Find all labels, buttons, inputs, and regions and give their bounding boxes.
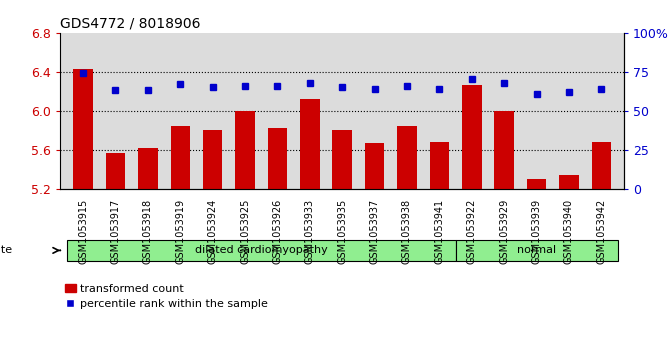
- Bar: [527, 179, 546, 189]
- Text: disease state: disease state: [0, 245, 13, 256]
- Bar: [365, 143, 384, 189]
- Bar: [170, 126, 190, 189]
- Bar: [333, 130, 352, 189]
- Bar: [592, 142, 611, 189]
- Bar: [559, 175, 578, 189]
- Bar: [106, 153, 125, 189]
- Bar: [236, 111, 255, 189]
- Bar: [397, 126, 417, 189]
- Bar: [429, 142, 449, 189]
- Text: GDS4772 / 8018906: GDS4772 / 8018906: [60, 16, 201, 30]
- Bar: [300, 99, 319, 189]
- FancyBboxPatch shape: [67, 240, 456, 261]
- FancyBboxPatch shape: [456, 240, 617, 261]
- Bar: [462, 85, 482, 189]
- Bar: [138, 148, 158, 189]
- Text: normal: normal: [517, 245, 556, 256]
- Bar: [268, 128, 287, 189]
- Bar: [73, 69, 93, 189]
- Bar: [495, 111, 514, 189]
- Legend: transformed count, percentile rank within the sample: transformed count, percentile rank withi…: [60, 279, 272, 314]
- Text: dilated cardiomyopathy: dilated cardiomyopathy: [195, 245, 327, 256]
- Bar: [203, 130, 222, 189]
